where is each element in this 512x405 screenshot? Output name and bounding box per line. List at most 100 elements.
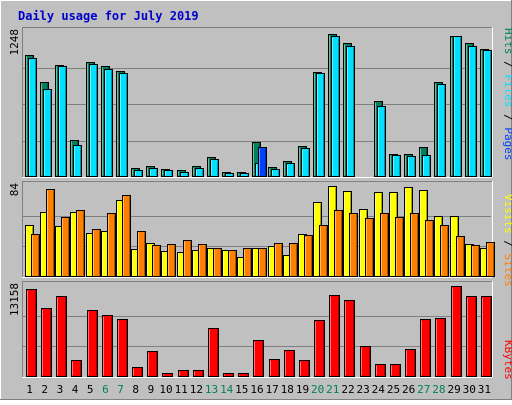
panel-2-legend: Visits / Sites bbox=[502, 194, 512, 287]
bar-files-day-24 bbox=[377, 106, 386, 177]
x-tick-label-day-13: 13 bbox=[205, 383, 218, 396]
bar-kbytes-day-14 bbox=[223, 373, 234, 377]
bar-kbytes-day-28 bbox=[435, 318, 446, 377]
panel-1-legend: Hits / Files / Pages bbox=[502, 28, 512, 161]
legend-entry-kbytes: KBytes bbox=[502, 340, 512, 380]
bar-sites-day-8 bbox=[137, 231, 146, 277]
bar-files-day-11 bbox=[180, 172, 189, 177]
bar-sites-day-2 bbox=[46, 189, 55, 277]
bar-files-day-31 bbox=[483, 50, 492, 177]
bar-sites-day-27 bbox=[425, 220, 434, 277]
bar-files-day-6 bbox=[104, 69, 113, 177]
legend-entry-sites: Sites bbox=[502, 254, 512, 287]
legend-entry-pages: Pages bbox=[502, 127, 512, 160]
bar-files-day-20 bbox=[316, 73, 325, 177]
bar-files-day-4 bbox=[73, 145, 82, 177]
x-tick-label-day-21: 21 bbox=[326, 383, 339, 396]
bar-sites-day-22 bbox=[349, 213, 358, 277]
chart-title: Daily usage for July 2019 bbox=[18, 9, 199, 23]
bar-files-day-27 bbox=[422, 155, 431, 177]
x-tick-label-day-31: 31 bbox=[478, 383, 491, 396]
bar-sites-day-16 bbox=[258, 248, 267, 277]
bar-files-day-9 bbox=[149, 168, 158, 177]
bar-sites-day-30 bbox=[471, 245, 480, 277]
bar-kbytes-day-1 bbox=[26, 289, 37, 377]
x-tick-label-day-1: 1 bbox=[26, 383, 33, 396]
bar-files-day-1 bbox=[28, 58, 37, 177]
bar-files-day-3 bbox=[58, 66, 67, 177]
x-tick-label-day-6: 6 bbox=[102, 383, 109, 396]
x-tick-label-day-22: 22 bbox=[341, 383, 354, 396]
bar-files-day-13 bbox=[210, 159, 219, 177]
bar-kbytes-day-23 bbox=[360, 346, 371, 377]
bar-files-day-17 bbox=[271, 169, 280, 177]
y-axis-max-label: 84 bbox=[8, 183, 21, 197]
x-tick-label-day-14: 14 bbox=[220, 383, 234, 396]
bar-kbytes-day-13 bbox=[208, 328, 219, 377]
panel-2: 84 bbox=[8, 181, 495, 278]
bar-kbytes-day-15 bbox=[238, 373, 249, 377]
x-tick-label-day-26: 26 bbox=[402, 383, 415, 396]
bar-sites-day-14 bbox=[228, 250, 237, 277]
bar-kbytes-day-17 bbox=[269, 359, 280, 377]
panel-3: 13158 bbox=[8, 281, 493, 378]
bar-files-day-30 bbox=[468, 46, 477, 177]
x-tick-label-day-23: 23 bbox=[356, 383, 369, 396]
bar-files-day-7 bbox=[119, 73, 128, 177]
x-tick-label-day-5: 5 bbox=[87, 383, 94, 396]
bar-sites-day-6 bbox=[107, 213, 116, 277]
panel-3-legend: KBytes bbox=[502, 340, 512, 380]
x-tick-label-day-16: 16 bbox=[250, 383, 263, 396]
bar-kbytes-day-2 bbox=[41, 308, 52, 377]
bar-sites-day-11 bbox=[183, 240, 192, 277]
bar-sites-day-29 bbox=[456, 236, 465, 277]
bar-sites-day-18 bbox=[289, 243, 298, 277]
bar-sites-day-24 bbox=[380, 213, 389, 277]
x-tick-label-day-18: 18 bbox=[281, 383, 294, 396]
bar-files-day-8 bbox=[134, 170, 143, 177]
x-axis-tick-labels: 1 2 3 4 5 6 7 8 9 10 11 12 13 14 15 16 17 18 19 20 21 22 23 24 2… bbox=[26, 383, 491, 396]
x-tick-label-day-10: 10 bbox=[159, 383, 172, 396]
x-tick-label-day-12: 12 bbox=[190, 383, 203, 396]
bar-files-day-10 bbox=[164, 170, 173, 177]
bar-sites-day-15 bbox=[243, 248, 252, 277]
bar-sites-day-28 bbox=[440, 225, 449, 277]
bar-kbytes-day-7 bbox=[117, 319, 128, 377]
x-tick-label-day-8: 8 bbox=[132, 383, 139, 396]
bar-sites-day-31 bbox=[486, 242, 495, 277]
bar-kbytes-day-21 bbox=[329, 295, 340, 377]
bar-sites-day-25 bbox=[395, 217, 404, 277]
bar-sites-day-7 bbox=[122, 195, 131, 277]
bar-files-day-22 bbox=[346, 46, 355, 177]
bar-files-day-21 bbox=[331, 36, 340, 177]
bar-sites-day-21 bbox=[334, 210, 343, 277]
bar-files-day-18 bbox=[286, 163, 295, 177]
bar-sites-day-9 bbox=[152, 245, 161, 277]
x-tick-label-day-28: 28 bbox=[432, 383, 445, 396]
bar-files-day-25 bbox=[392, 155, 401, 177]
bar-sites-day-23 bbox=[365, 218, 374, 277]
bar-kbytes-day-27 bbox=[420, 319, 431, 377]
bar-sites-day-4 bbox=[76, 210, 85, 277]
x-tick-label-day-9: 9 bbox=[148, 383, 155, 396]
bar-sites-day-12 bbox=[198, 244, 207, 277]
bar-kbytes-day-29 bbox=[451, 286, 462, 377]
legend-entry-visits: Visits bbox=[502, 194, 512, 234]
y-axis-max-label: 1248 bbox=[8, 29, 21, 56]
x-tick-label-day-24: 24 bbox=[372, 383, 386, 396]
bar-sites-day-26 bbox=[410, 213, 419, 277]
bar-kbytes-day-11 bbox=[178, 370, 189, 377]
x-tick-label-day-7: 7 bbox=[117, 383, 124, 396]
legend-entry-hits: Hits bbox=[502, 28, 512, 55]
bar-files-day-12 bbox=[195, 168, 204, 177]
bar-pages-day-16 bbox=[258, 147, 267, 177]
bar-kbytes-day-20 bbox=[314, 320, 325, 377]
x-tick-label-day-11: 11 bbox=[175, 383, 188, 396]
x-tick-label-day-29: 29 bbox=[447, 383, 460, 396]
chart-panels: 1248 84 13158 bbox=[8, 27, 495, 378]
bar-kbytes-day-6 bbox=[102, 315, 113, 377]
bar-kbytes-day-19 bbox=[299, 360, 310, 377]
bar-files-day-14 bbox=[225, 173, 234, 177]
